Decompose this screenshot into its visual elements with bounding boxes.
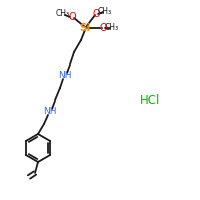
Text: NH: NH [58,72,72,80]
Text: O: O [92,9,100,19]
Text: CH₃: CH₃ [98,6,112,16]
Text: CH₃: CH₃ [105,23,119,32]
Text: O: O [68,12,76,22]
Text: Si: Si [79,23,91,33]
Text: NH: NH [43,108,57,116]
Text: O: O [99,23,107,33]
Text: CH₃: CH₃ [56,9,70,19]
Text: HCl: HCl [140,94,160,106]
